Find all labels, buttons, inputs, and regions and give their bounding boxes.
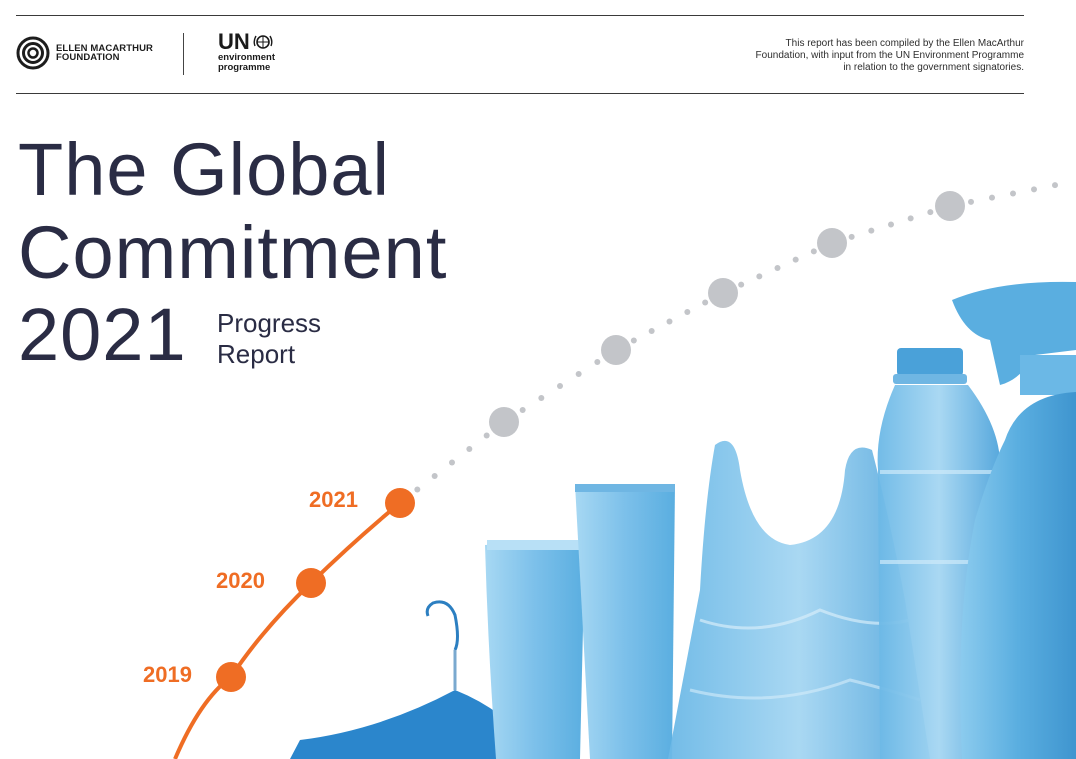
trail-dot <box>414 486 421 493</box>
ellen-macarthur-foundation-logo: ELLEN MACARTHUR FOUNDATION <box>16 36 153 70</box>
trail-dot <box>519 407 526 413</box>
trail-dot <box>431 473 438 479</box>
header-bottom-rule <box>16 93 1024 94</box>
trail-dot <box>1052 182 1058 189</box>
trail-dot <box>483 432 490 439</box>
milestone-dot-2019 <box>216 662 246 692</box>
milestone-dot-2020 <box>296 568 326 598</box>
emf-circles-icon <box>16 36 50 70</box>
trail-dot <box>907 215 914 222</box>
title-line1: The Global <box>18 128 390 211</box>
un-environment-programme-logo: UN environment programme <box>218 31 275 73</box>
trail-dot <box>1010 190 1016 197</box>
un-logo-line2: programme <box>218 62 271 73</box>
compiled-note-line1: This report has been compiled by the Ell… <box>785 38 1024 49</box>
trail-dot <box>702 299 709 306</box>
trail-dot <box>1031 186 1037 193</box>
milestone-label-2020: 2020 <box>216 568 265 593</box>
trail-dot <box>792 256 799 263</box>
trail-dot <box>810 248 817 255</box>
trail-dot <box>738 281 745 288</box>
un-logo-line1: environment <box>218 52 276 63</box>
trail-dot <box>466 446 473 452</box>
header-top-rule <box>16 15 1024 16</box>
trail-dot <box>630 337 637 344</box>
milestone-label-2021: 2021 <box>309 487 358 512</box>
trail-dot <box>756 273 763 280</box>
compiled-note-line2: Foundation, with input from the UN Envir… <box>755 50 1024 61</box>
subtitle-line1: Progress <box>217 308 322 338</box>
trail-dot <box>888 221 894 228</box>
subtitle-line2: Report <box>217 339 296 369</box>
emf-logo-line2: FOUNDATION <box>56 52 120 63</box>
subtitle: Progress Report <box>217 308 321 370</box>
hanger-icon <box>290 600 500 759</box>
trail-dot <box>557 383 563 389</box>
milestone-label-2019: 2019 <box>143 662 192 687</box>
future-dot <box>601 335 631 365</box>
trail-dot <box>666 318 673 325</box>
tube-icon <box>575 484 675 759</box>
trail-dot <box>575 371 582 377</box>
future-dot <box>935 191 965 221</box>
trail-dot <box>648 328 655 334</box>
timeline-orange-curve <box>173 501 402 759</box>
un-emblem-icon <box>253 35 273 49</box>
trail-dot <box>594 359 601 365</box>
trail-dot <box>868 227 875 234</box>
milestone-dot-2021 <box>385 488 415 518</box>
future-dot <box>817 228 847 258</box>
trail-dot <box>684 309 691 315</box>
timeline-dotted-trail <box>414 182 1058 493</box>
trail-dot <box>968 198 974 205</box>
trail-dot <box>449 459 455 466</box>
trail-dot <box>927 209 934 216</box>
title-year: 2021 <box>18 293 187 376</box>
trail-dot <box>848 233 855 240</box>
logo-divider <box>183 33 184 75</box>
un-logo-text: UN <box>218 29 250 54</box>
snack-pouch-icon <box>485 540 585 759</box>
compiled-note: This report has been compiled by the Ell… <box>664 38 1024 74</box>
trail-dot <box>538 395 545 401</box>
future-dot <box>489 407 519 437</box>
spray-bottle-icon <box>952 281 1076 759</box>
compiled-note-line3: in relation to the government signatorie… <box>843 62 1024 73</box>
future-dot <box>708 278 738 308</box>
trail-dot <box>989 194 995 201</box>
title-line2: Commitment <box>18 211 448 294</box>
emf-logo-line1: ELLEN MACARTHUR <box>56 42 154 54</box>
trail-dot <box>774 265 781 271</box>
